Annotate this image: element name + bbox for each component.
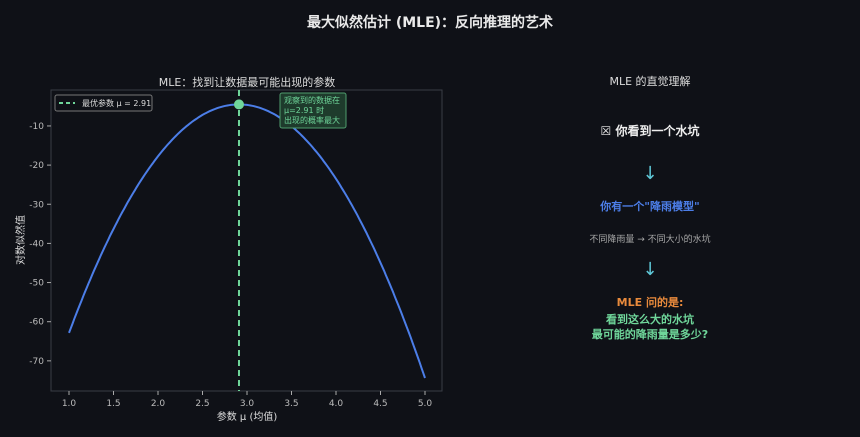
y-tick-label: -30 — [29, 200, 44, 210]
x-tick-label: 1.0 — [62, 399, 77, 409]
x-tick-label: 2.0 — [151, 399, 166, 409]
step-1: ☒ 你看到一个水坑 — [600, 124, 700, 138]
legend-label: 最优参数 μ = 2.91 — [82, 98, 151, 108]
figure-title: 最大似然估计 (MLE)：反向推理的艺术 — [306, 15, 554, 31]
arrow-down-icon: ↓ — [642, 163, 658, 184]
step-2: 你有一个"降雨模型" — [600, 200, 700, 213]
x-tick-label: 4.0 — [329, 399, 344, 409]
y-tick-label: -60 — [29, 318, 44, 328]
annotation-line: 出现的概率最大 — [284, 115, 340, 125]
y-tick-label: -40 — [29, 239, 44, 249]
step-2-note: 不同降雨量 → 不同大小的水坑 — [589, 235, 711, 245]
x-tick-label: 2.5 — [195, 399, 209, 409]
y-axis-label: 对数似然值 — [14, 215, 27, 265]
likelihood-curve — [68, 103, 426, 379]
x-tick-label: 5.0 — [418, 399, 433, 409]
panel-title: MLE 的直觉理解 — [609, 75, 691, 88]
x-tick-label: 1.5 — [106, 399, 120, 409]
step-4-line-1: 看到这么大的水坑 — [606, 313, 694, 326]
log-likelihood-chart: MLE：找到让数据最可能出现的参数 1.0 1.5 2.0 2.5 3.0 3.5 4.0 4… — [14, 75, 443, 423]
annotation-line: 观察到的数据在 — [284, 95, 340, 105]
y-tick-label: -70 — [29, 357, 44, 367]
arrow-down-icon: ↓ — [642, 259, 658, 280]
x-axis-label: 参数 μ (均值) — [217, 410, 278, 423]
y-tick-label: -10 — [29, 122, 44, 132]
x-tick-label: 3.0 — [240, 399, 255, 409]
y-tick-label: -20 — [29, 161, 44, 171]
optimum-point — [233, 99, 244, 110]
x-tick-label: 4.5 — [373, 399, 387, 409]
annotation-box — [279, 92, 347, 129]
legend: 最优参数 μ = 2.91 — [54, 94, 153, 112]
chart-title: MLE：找到让数据最可能出现的参数 — [159, 75, 336, 89]
plot-area — [50, 89, 443, 392]
annotation-line: μ=2.91 时 — [284, 105, 324, 115]
x-tick-label: 3.5 — [284, 399, 298, 409]
step-3: MLE 问的是: — [616, 296, 684, 309]
step-4-line-2: 最可能的降雨量是多少? — [591, 328, 709, 341]
y-tick-label: -50 — [29, 279, 44, 289]
